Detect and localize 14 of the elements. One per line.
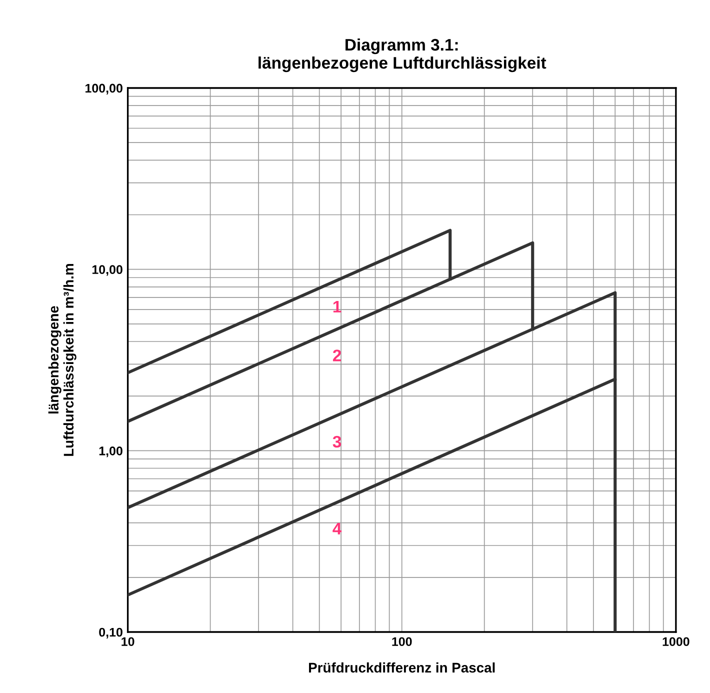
y-axis-title: längenbezogene Luftdurchlässigkeit in m³/h.m [48, 264, 76, 456]
y-tick-label: 10,00 [92, 265, 122, 276]
annotation: 4 [332, 522, 342, 534]
x-tick-label: 100 [392, 637, 412, 646]
x-axis-title: Prüfdruckdifferenz in Pascal [309, 662, 495, 673]
x-tick-label: 1000 [662, 637, 690, 646]
chart-title: Diagramm 3.1: längenbezogene Luftdurchlässigkeit [258, 38, 546, 72]
y-tick-label: 0,10 [99, 628, 122, 638]
annotation: 3 [332, 436, 342, 448]
y-tick-label: 100,00 [85, 84, 122, 94]
annotation: 2 [332, 350, 341, 362]
annotation: 1 [333, 300, 342, 312]
x-tick-label: 10 [122, 637, 134, 646]
y-tick-label: 1,00 [99, 446, 122, 458]
